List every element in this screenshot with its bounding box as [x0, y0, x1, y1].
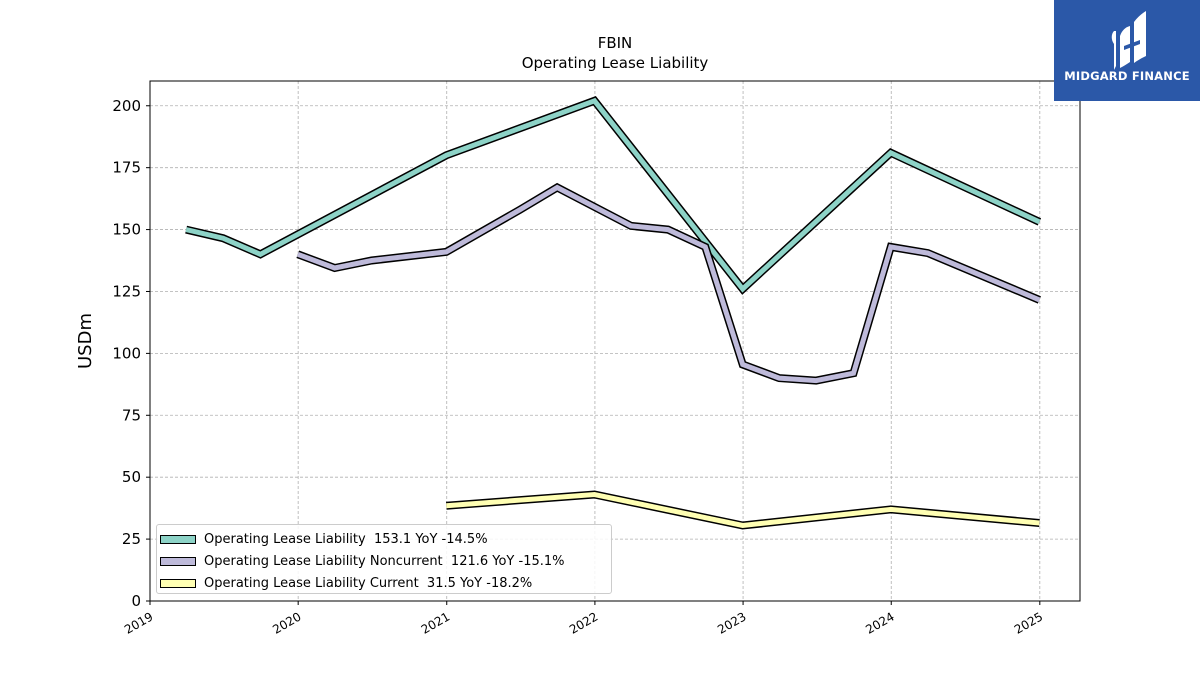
series: [445, 490, 1040, 530]
x-tick-label: 2024: [863, 609, 896, 636]
y-tick-label: 50: [122, 468, 141, 486]
y-tick-label: 200: [112, 97, 141, 115]
grid: [149, 81, 1080, 602]
y-tick-label: 100: [112, 344, 141, 362]
x-axis: 2019 2020 2021 2022 2023 2024 2025: [122, 601, 1045, 637]
legend-label: Operating Lease Liability Noncurrent 121…: [204, 553, 565, 569]
midgard-logo-icon: [1111, 11, 1146, 70]
y-axis: 0 25 50 75 100 125 150 175 200: [112, 97, 150, 610]
plot-frame: [149, 80, 1081, 602]
x-tick-label: 2022: [567, 609, 600, 636]
x-tick-label: 2020: [270, 609, 303, 636]
legend: Operating Lease Liability 153.1 YoY -14.…: [156, 524, 612, 594]
legend-swatch: [160, 556, 196, 566]
series-lines: [185, 96, 1042, 530]
series-line-outline: [296, 182, 1041, 385]
series: [296, 182, 1041, 385]
y-axis-label: USDm: [75, 313, 96, 369]
chart-title: FBIN: [598, 34, 633, 52]
x-tick-label: 2021: [419, 609, 452, 636]
y-tick-label: 150: [112, 221, 141, 239]
series: [185, 96, 1042, 295]
series-line: [185, 97, 1041, 293]
y-tick-label: 175: [112, 159, 141, 177]
legend-label: Operating Lease Liability 153.1 YoY -14.…: [204, 531, 488, 547]
legend-swatch: [160, 578, 196, 588]
legend-item: Operating Lease Liability Current 31.5 Y…: [157, 572, 611, 594]
legend-swatch: [160, 534, 196, 544]
x-tick-label: 2019: [122, 609, 155, 636]
brand-logo: MIDGARD FINANCE: [1054, 0, 1200, 101]
brand-name: MIDGARD FINANCE: [1064, 69, 1190, 83]
y-tick-label: 0: [131, 592, 141, 610]
y-tick-label: 75: [122, 406, 141, 424]
x-tick-label: 2025: [1012, 609, 1045, 636]
y-tick-label: 125: [112, 282, 141, 300]
chart-subtitle: Operating Lease Liability: [522, 54, 709, 72]
series-line: [296, 184, 1041, 384]
x-tick-label: 2023: [715, 609, 748, 636]
series-line: [446, 491, 1040, 529]
legend-label: Operating Lease Liability Current 31.5 Y…: [204, 575, 533, 591]
legend-item: Operating Lease Liability Noncurrent 121…: [157, 550, 611, 572]
y-tick-label: 25: [122, 530, 141, 548]
legend-item: Operating Lease Liability 153.1 YoY -14.…: [157, 528, 611, 550]
